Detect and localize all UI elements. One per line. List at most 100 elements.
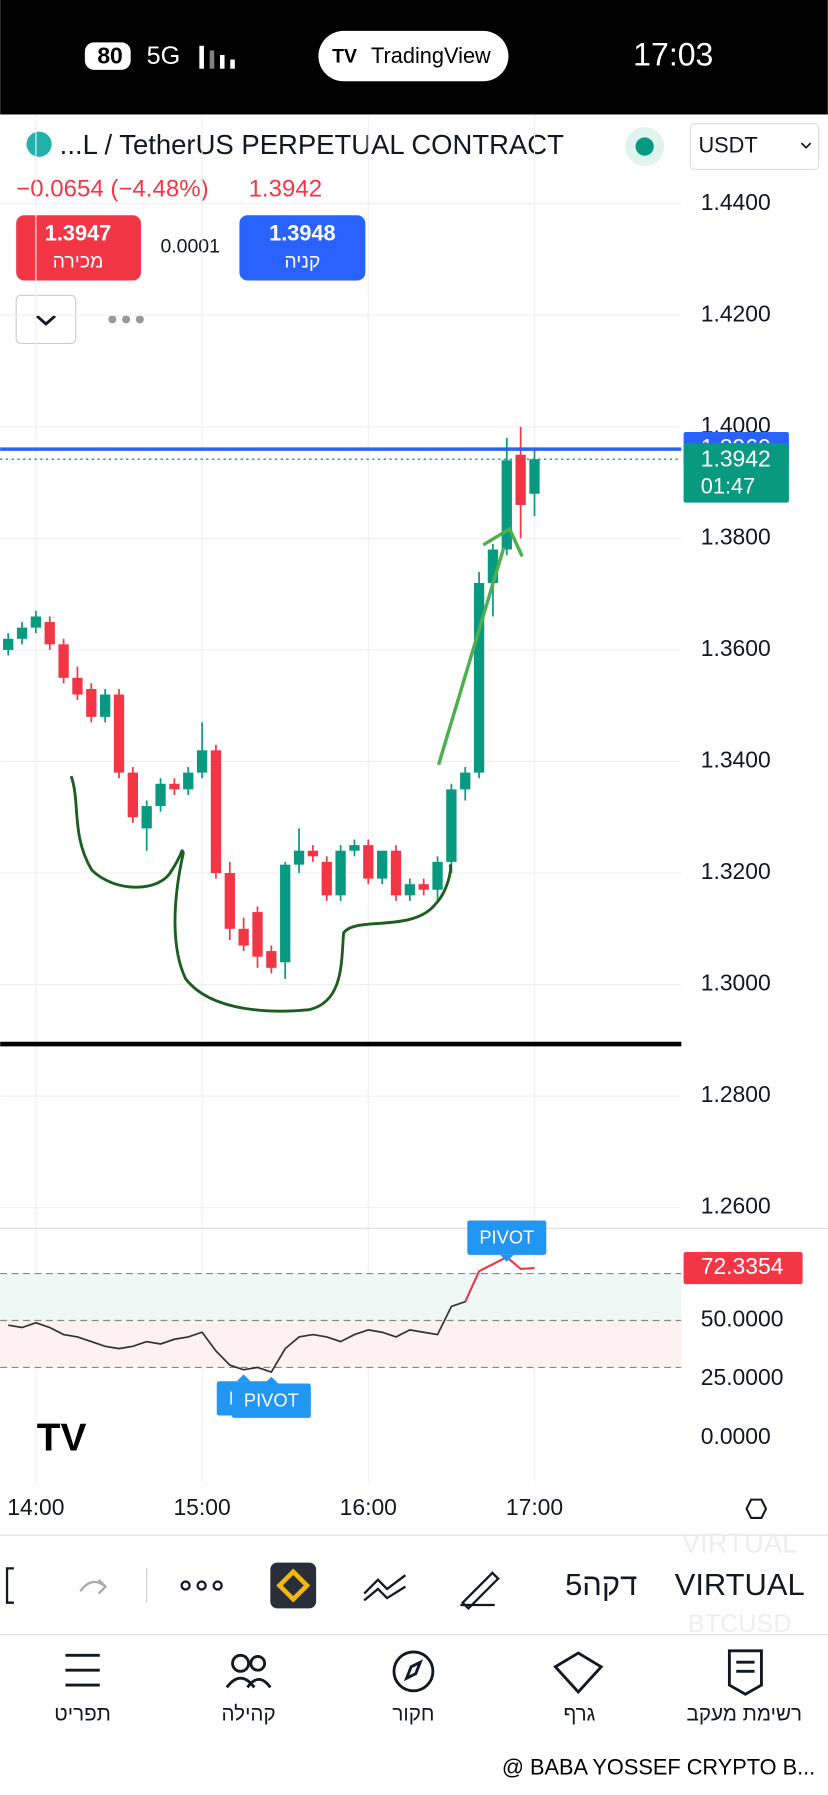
- buy-label: קניה: [284, 250, 320, 272]
- candle-body: [155, 783, 166, 807]
- y-tick-label: 1.2800: [701, 1081, 771, 1107]
- y-tick-label: 1.3800: [701, 523, 771, 549]
- candle-body: [210, 750, 222, 874]
- indicators-icon[interactable]: [363, 1574, 407, 1602]
- binance-icon: [276, 1568, 311, 1603]
- price-label: 1.3942: [701, 445, 771, 471]
- spread: 0.0001: [160, 235, 219, 257]
- y-tick-label: 1.3200: [701, 858, 771, 884]
- market-dot: [635, 137, 654, 156]
- nav-bar: תפריט קהילה חקור גרף רשימת מעקב: [54, 1702, 802, 1725]
- candle-body: [30, 616, 42, 628]
- candle-body: [432, 861, 443, 890]
- candle-body: [86, 688, 97, 717]
- x-tick-label: 14:00: [7, 1494, 64, 1520]
- collapse-button[interactable]: [15, 294, 77, 345]
- y-tick-label: 1.4400: [701, 189, 771, 215]
- price-label-box: [683, 443, 789, 503]
- draw-icon[interactable]: [460, 1571, 500, 1611]
- more-icon[interactable]: [180, 1580, 223, 1591]
- overbought-band: [0, 1273, 682, 1321]
- candle-body: [529, 459, 540, 494]
- pivot-pointer: [499, 1254, 514, 1262]
- collapse-icon: [35, 314, 57, 326]
- tv-logo: TV: [332, 45, 357, 67]
- app-name: TradingView: [371, 43, 491, 68]
- arrow-drawing: [436, 526, 524, 766]
- y-tick-label: 0.0000: [701, 1423, 771, 1449]
- candle-body: [473, 582, 485, 773]
- buy-price: 1.3948: [269, 220, 336, 245]
- battery: 80: [97, 42, 122, 68]
- pivot-label: PIVOT: [479, 1227, 534, 1248]
- toolbar-symbol[interactable]: VIRTUAL: [675, 1567, 805, 1602]
- last-value-box: [683, 1252, 803, 1285]
- nav-item[interactable]: קהילה: [222, 1702, 276, 1725]
- nav-item[interactable]: גרף: [563, 1702, 595, 1725]
- candle-body: [238, 928, 249, 946]
- candle-body: [266, 951, 277, 968]
- nav-icons: [65, 1649, 763, 1696]
- candle-body: [293, 850, 305, 865]
- last-value: 72.3354: [701, 1253, 784, 1279]
- last-price: 1.3942: [249, 175, 323, 202]
- footer: @ BABA YOSSEF CRYPTO B...: [502, 1754, 815, 1779]
- y-tick-label: 25.0000: [701, 1364, 784, 1390]
- x-tick-label: 15:00: [173, 1494, 230, 1520]
- candle-body: [16, 627, 28, 639]
- candle-body: [44, 622, 55, 645]
- candle-body: [252, 912, 263, 957]
- network: 5G: [147, 42, 181, 70]
- chart: 14:00 15:00 16:00 17:00 1.2600 1.2800 1.3000 1.…: [0, 114, 828, 1520]
- candle-body: [390, 850, 402, 896]
- oversold-band: [0, 1320, 682, 1368]
- candle-body: [446, 789, 457, 862]
- y-tick-label: 1.4200: [701, 300, 771, 326]
- app-pill: [318, 30, 509, 82]
- nav-item[interactable]: תפריט: [54, 1702, 111, 1725]
- nav-item[interactable]: רשימת מעקב: [687, 1702, 802, 1725]
- interval[interactable]: 5דקה: [565, 1567, 637, 1602]
- settings-icon[interactable]: [745, 1498, 768, 1519]
- candle-body: [72, 677, 83, 695]
- pivot-pointer: [236, 1374, 251, 1382]
- indicator-line: [8, 1256, 535, 1374]
- binance-button[interactable]: [270, 1562, 317, 1609]
- redo-icon[interactable]: [79, 1578, 108, 1595]
- candle-body: [307, 850, 319, 857]
- candle-body: [127, 772, 138, 818]
- candle-body: [460, 772, 471, 790]
- buy-button[interactable]: [239, 215, 366, 281]
- sell-button[interactable]: [16, 215, 141, 281]
- pivot-pointer: [264, 1376, 279, 1384]
- candle-body: [376, 850, 388, 879]
- nav-item[interactable]: חקור: [392, 1702, 434, 1725]
- candle-body: [3, 638, 14, 650]
- ghost-ticker: BTCUSD: [688, 1610, 792, 1638]
- pivot-label: PIVOT: [244, 1390, 299, 1411]
- sell-label: מכירה: [53, 250, 104, 272]
- candle-body: [113, 694, 125, 773]
- symbol-icon: [26, 131, 52, 157]
- change: −0.0654 (−4.48%): [16, 175, 208, 202]
- candle-body: [196, 750, 208, 773]
- candle-body: [224, 873, 235, 929]
- candle-body: [418, 884, 429, 890]
- y-tick-label: 1.3400: [701, 747, 771, 773]
- tool-icon[interactable]: [5, 1567, 14, 1604]
- candle-body: [183, 772, 194, 790]
- pivot-box: [231, 1383, 311, 1418]
- candle-body: [404, 884, 415, 896]
- y-tick-label: 1.3600: [701, 635, 771, 661]
- overbought-segment: [478, 1263, 494, 1273]
- y-tick-label: 1.3000: [701, 970, 771, 996]
- more-dots[interactable]: [108, 315, 144, 324]
- currency-select[interactable]: [689, 123, 820, 170]
- candle-body: [280, 864, 291, 963]
- countdown: 01:47: [701, 474, 755, 499]
- symbol[interactable]: ...L / TetherUS PERPETUAL CONTRACT: [60, 129, 564, 160]
- candle-body: [141, 806, 152, 829]
- overbought-segment: [520, 1267, 535, 1270]
